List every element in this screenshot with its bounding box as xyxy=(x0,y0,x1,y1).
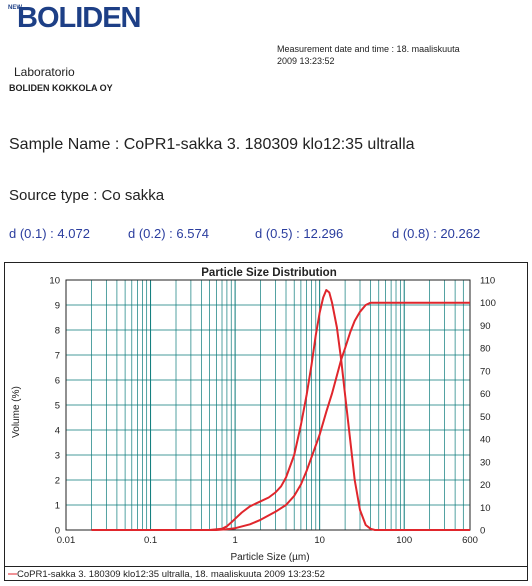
y2-tick-label: 50 xyxy=(480,412,491,423)
y2-tick-label: 0 xyxy=(480,526,485,537)
y-tick-label: 6 xyxy=(55,376,60,387)
percentile-d20: d (0.2) : 6.574 xyxy=(128,226,209,241)
y-tick-label: 4 xyxy=(55,426,60,437)
sample-name: Sample Name : CoPR1-sakka 3. 180309 klo1… xyxy=(9,136,415,153)
percentile-d50: d (0.5) : 12.296 xyxy=(255,226,344,241)
x-tick-label: 100 xyxy=(396,535,412,546)
percentile-d80: d (0.8) : 20.262 xyxy=(392,226,481,241)
y-tick-label: 9 xyxy=(55,301,60,312)
percentile-d10: d (0.1) : 4.072 xyxy=(9,226,90,241)
y2-tick-label: 60 xyxy=(480,389,491,400)
source-type: Source type : Co sakka xyxy=(9,187,165,204)
y2-tick-label: 80 xyxy=(480,344,491,355)
legend-entry: CoPR1-sakka 3. 180309 klo12:35 ultralla,… xyxy=(17,569,325,580)
x-tick-label: 1 xyxy=(232,535,237,546)
y-axis-label: Volume (%) xyxy=(11,386,22,438)
measurement-date: Measurement date and time : 18. maalisku… xyxy=(277,43,517,67)
x-tick-label: 10 xyxy=(314,535,325,546)
plot-area-border xyxy=(65,279,471,531)
y-tick-label: 2 xyxy=(55,476,60,487)
y2-tick-label: 20 xyxy=(480,480,491,491)
chart-grid xyxy=(65,279,471,531)
y2-tick-label: 10 xyxy=(480,503,491,514)
company-name: BOLIDEN KOKKOLA OY xyxy=(9,83,113,93)
y-tick-label: 3 xyxy=(55,451,60,462)
chart-series xyxy=(91,289,470,531)
chart-frame xyxy=(4,262,528,581)
x-tick-label: 600 xyxy=(462,535,478,546)
measurement-date-line1: Measurement date and time : 18. maalisku… xyxy=(277,44,460,54)
y-tick-label: 0 xyxy=(55,526,60,537)
laboratory-label: Laboratorio xyxy=(14,65,75,79)
cumulative-curve xyxy=(91,301,470,531)
y-tick-label: 7 xyxy=(55,351,60,362)
y2-tick-label: 100 xyxy=(480,298,496,309)
x-axis-label: Particle Size (µm) xyxy=(230,552,309,563)
psd-chart: Particle Size Distribution 0.01 0.1 1 10 100… xyxy=(4,262,528,581)
y2-tick-label: 70 xyxy=(480,366,491,377)
measurement-date-line2: 2009 13:23:52 xyxy=(277,56,335,66)
y-tick-label: 8 xyxy=(55,326,60,337)
y-tick-label: 5 xyxy=(55,401,60,412)
y-tick-label: 10 xyxy=(49,276,60,287)
y2-tick-label: 40 xyxy=(480,435,491,446)
y2-tick-label: 90 xyxy=(480,321,491,332)
x-tick-label: 0.1 xyxy=(144,535,157,546)
y-tick-label: 1 xyxy=(55,501,60,512)
x-tick-label: 0.01 xyxy=(57,535,76,546)
chart-title: Particle Size Distribution xyxy=(201,267,336,279)
y2-tick-label: 30 xyxy=(480,457,491,468)
logo-wordmark: BOLIDEN xyxy=(17,2,141,34)
logo-new-mark: NEW xyxy=(8,5,22,11)
chart-axes: 0.01 0.1 1 10 100 600012345678910010203040506… xyxy=(49,276,495,547)
frequency-curve xyxy=(91,289,470,531)
y2-tick-label: 110 xyxy=(480,276,495,287)
